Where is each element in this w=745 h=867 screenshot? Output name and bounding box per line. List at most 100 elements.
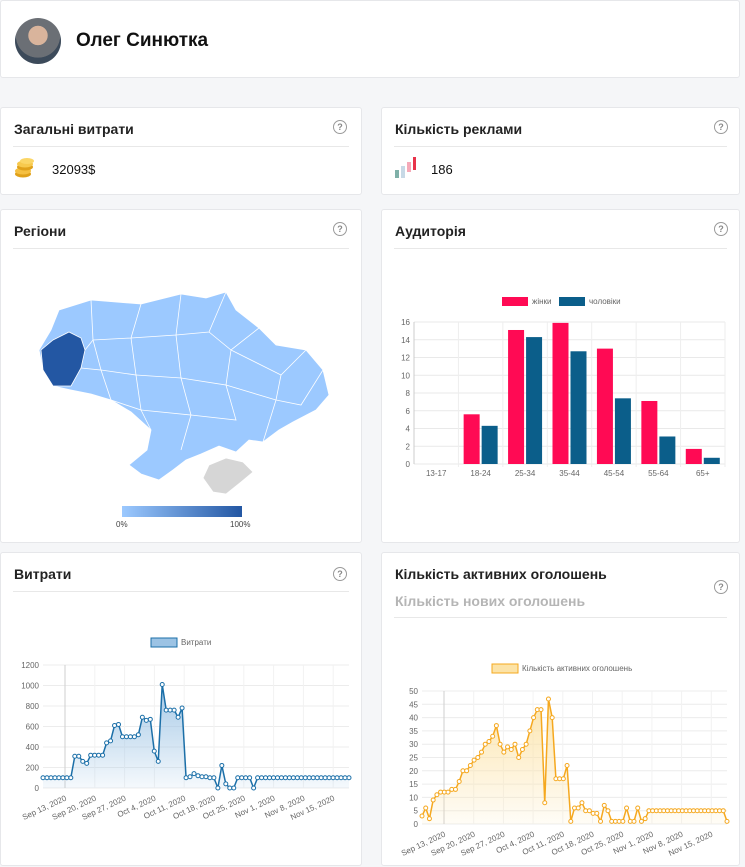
data-point bbox=[467, 762, 473, 768]
data-point bbox=[116, 721, 122, 727]
bar-women bbox=[552, 322, 569, 464]
data-point bbox=[560, 776, 566, 782]
data-point bbox=[586, 808, 592, 814]
divider bbox=[394, 146, 727, 147]
data-point bbox=[151, 748, 157, 754]
data-point bbox=[235, 775, 241, 781]
data-point bbox=[523, 741, 529, 747]
bar-men bbox=[481, 425, 498, 464]
data-point bbox=[263, 775, 269, 781]
data-point bbox=[60, 775, 66, 781]
help-icon[interactable]: ? bbox=[714, 222, 728, 236]
y-tick-label: 10 bbox=[409, 793, 418, 802]
data-point bbox=[159, 681, 165, 687]
data-point bbox=[310, 775, 316, 781]
data-point bbox=[267, 775, 273, 781]
data-point bbox=[724, 818, 730, 824]
y-tick-label: 45 bbox=[409, 700, 418, 709]
regions-card: Регіони ? 0% 100% bbox=[0, 209, 362, 543]
data-point bbox=[490, 733, 496, 739]
bar-women bbox=[641, 400, 658, 464]
card-title: Загальні витрати bbox=[14, 121, 134, 137]
data-point bbox=[519, 747, 525, 753]
data-point bbox=[223, 781, 229, 787]
x-tick-label: 35-44 bbox=[559, 469, 580, 478]
map-scale-min: 0% bbox=[116, 520, 128, 529]
data-point bbox=[720, 808, 726, 814]
y-tick-label: 40 bbox=[409, 714, 418, 723]
area-fill bbox=[43, 684, 349, 788]
data-point bbox=[318, 775, 324, 781]
card-title: Регіони bbox=[14, 223, 67, 239]
data-point bbox=[88, 752, 94, 758]
legend-swatch bbox=[502, 297, 528, 306]
data-point bbox=[620, 818, 626, 824]
data-point bbox=[545, 696, 551, 702]
legend-label: жінки bbox=[532, 297, 552, 306]
data-point bbox=[294, 775, 300, 781]
y-tick-label: 0 bbox=[414, 820, 419, 829]
y-tick-label: 1200 bbox=[21, 661, 39, 670]
help-icon[interactable]: ? bbox=[714, 580, 728, 594]
data-point bbox=[579, 800, 585, 806]
data-point bbox=[231, 785, 237, 791]
card-title: Кількість активних оголошень bbox=[395, 566, 607, 582]
help-icon[interactable]: ? bbox=[333, 222, 347, 236]
data-point bbox=[501, 749, 507, 755]
y-tick-label: 2 bbox=[406, 442, 411, 451]
data-point bbox=[48, 775, 54, 781]
data-point bbox=[203, 774, 209, 780]
y-tick-label: 800 bbox=[26, 702, 40, 711]
data-point bbox=[638, 818, 644, 824]
bar-women bbox=[596, 348, 613, 464]
help-icon[interactable]: ? bbox=[333, 120, 347, 134]
data-point bbox=[239, 775, 245, 781]
y-tick-label: 35 bbox=[409, 727, 418, 736]
y-tick-label: 20 bbox=[409, 767, 418, 776]
data-point bbox=[326, 775, 332, 781]
data-point bbox=[314, 775, 320, 781]
data-point bbox=[434, 792, 440, 798]
y-tick-label: 14 bbox=[401, 336, 410, 345]
card-title: Витрати bbox=[14, 566, 72, 582]
data-point bbox=[247, 775, 253, 781]
help-icon[interactable]: ? bbox=[714, 120, 728, 134]
data-point bbox=[135, 732, 141, 738]
divider bbox=[13, 146, 349, 147]
data-point bbox=[123, 734, 129, 740]
data-point bbox=[171, 707, 177, 713]
active-ads-card: Кількість активних оголошень Кількість н… bbox=[381, 552, 740, 866]
ads-icon bbox=[395, 157, 416, 178]
help-icon[interactable]: ? bbox=[333, 567, 347, 581]
data-point bbox=[426, 816, 432, 822]
tab-new-ads[interactable]: Кількість нових оголошень bbox=[395, 593, 586, 609]
data-point bbox=[270, 775, 276, 781]
data-point bbox=[334, 775, 340, 781]
y-tick-label: 4 bbox=[406, 425, 411, 434]
data-point bbox=[195, 773, 201, 779]
x-tick-label: 45-54 bbox=[604, 469, 625, 478]
data-point bbox=[486, 739, 492, 745]
data-point bbox=[199, 774, 205, 780]
divider bbox=[13, 248, 349, 249]
legend-label: Кількість активних оголошень bbox=[522, 664, 632, 673]
data-point bbox=[187, 774, 193, 780]
data-point bbox=[527, 728, 533, 734]
data-point bbox=[282, 775, 288, 781]
data-point bbox=[44, 775, 50, 781]
data-point bbox=[183, 775, 189, 781]
data-point bbox=[516, 755, 522, 760]
data-point bbox=[227, 785, 233, 791]
data-point bbox=[493, 723, 499, 729]
data-point bbox=[68, 775, 74, 781]
ukraine-map[interactable] bbox=[31, 290, 336, 500]
data-point bbox=[119, 734, 125, 740]
data-point bbox=[475, 755, 481, 760]
x-tick-label: 65+ bbox=[696, 469, 710, 478]
avatar[interactable] bbox=[15, 18, 61, 64]
data-point bbox=[104, 740, 110, 746]
y-tick-label: 0 bbox=[406, 460, 411, 469]
map-scale-bar bbox=[122, 506, 242, 517]
data-point bbox=[564, 762, 570, 768]
